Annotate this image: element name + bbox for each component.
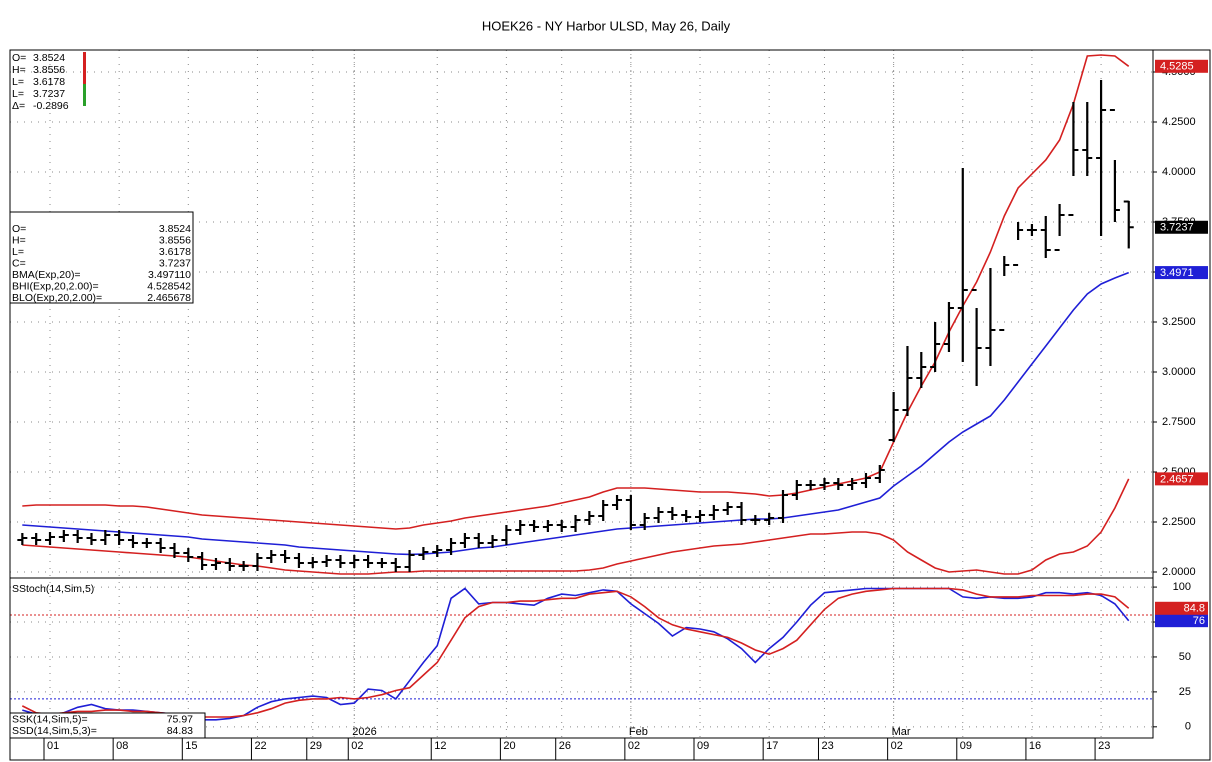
x-tick-label: 02 <box>891 740 903 752</box>
info-label: C= <box>12 257 26 269</box>
x-tick-label: 09 <box>697 740 709 752</box>
y-tick-label: 25 <box>1179 686 1191 698</box>
series-line <box>22 271 1129 556</box>
value-box <box>1155 614 1208 628</box>
x-tick-label: 23 <box>1098 740 1110 752</box>
overlay-layer: 3.4971 4.5285 2.4657 3.7237 O= 3.8524 H= 3.8556… <box>9 52 1208 739</box>
y-tick-label: 4.0000 <box>1162 166 1196 178</box>
value-box-label: 76 <box>1193 615 1205 627</box>
y-tick-label: 100 <box>1173 581 1191 593</box>
info-value: 4.528542 <box>147 280 191 292</box>
x-tick-label: 09 <box>960 740 972 752</box>
info-label: H= <box>12 234 26 246</box>
x-tick-label: 22 <box>254 740 266 752</box>
period-label: Mar <box>892 726 911 738</box>
period-label: Feb <box>629 726 648 738</box>
info-label: L= <box>12 76 24 88</box>
x-tick-label: 26 <box>559 740 571 752</box>
x-tick-label: 01 <box>47 740 59 752</box>
range-bar-green <box>83 84 86 106</box>
period-label: 2026 <box>352 726 376 738</box>
info-label: O= <box>12 52 26 64</box>
y-tick-label: 2.2500 <box>1162 516 1196 528</box>
y-tick-label: 0 <box>1185 721 1191 733</box>
info-value: 3.8556 <box>33 64 65 76</box>
x-tick-label: 15 <box>185 740 197 752</box>
series-line <box>22 478 1130 575</box>
info-value: 3.6178 <box>159 246 191 258</box>
x-tick-label: 12 <box>434 740 446 752</box>
value-box-label: 4.5285 <box>1160 61 1194 73</box>
y-tick-label: 3.2500 <box>1162 316 1196 328</box>
info-label: BMA(Exp,20)= <box>12 269 81 281</box>
legend-value: 75.97 <box>167 713 193 725</box>
info-value: 3.497110 <box>148 269 191 281</box>
x-tick-label: 02 <box>628 740 640 752</box>
value-box-label: 3.4971 <box>1160 267 1194 279</box>
info-value: 3.8524 <box>33 52 65 64</box>
series-line <box>21 587 1130 718</box>
info-label: BLO(Exp,20,2.00)= <box>12 292 102 304</box>
value-box <box>1155 266 1208 280</box>
info-label: BHI(Exp,20,2.00)= <box>12 280 99 292</box>
y-tick-label: 3.0000 <box>1162 366 1196 378</box>
info-label: Δ= <box>12 100 25 112</box>
legend-label: SSD(14,Sim,5,3)= <box>12 725 97 737</box>
info-label: L= <box>12 246 24 258</box>
y-tick-label: 2.7500 <box>1162 416 1196 428</box>
x-tick-label: 29 <box>310 740 322 752</box>
info-value: 3.7237 <box>33 88 65 100</box>
value-box <box>1155 220 1208 234</box>
info-value: 3.7237 <box>159 257 191 269</box>
x-tick-label: 08 <box>116 740 128 752</box>
value-box-label: 2.4657 <box>1160 473 1194 485</box>
info-value: 3.8524 <box>159 223 191 235</box>
panel-title: SStoch(14,Sim,5) <box>12 583 94 595</box>
legend-box <box>9 712 206 739</box>
value-box-label: 3.7237 <box>1160 222 1194 234</box>
legend-value: 84.83 <box>167 725 193 737</box>
x-tick-label: 02 <box>351 740 363 752</box>
legend-label: SSK(14,Sim,5)= <box>12 713 88 725</box>
info-value: -0.2896 <box>33 100 69 112</box>
range-bar-red <box>83 52 86 84</box>
info-label: O= <box>12 223 26 235</box>
info-value: 2.465678 <box>147 292 191 304</box>
y-tick-label: 50 <box>1179 651 1191 663</box>
x-tick-label: 16 <box>1029 740 1041 752</box>
value-box-label: 84.8 <box>1184 603 1205 615</box>
info-label: L= <box>12 88 24 100</box>
x-tick-label: 17 <box>766 740 778 752</box>
value-box <box>1155 601 1208 615</box>
series-line <box>22 54 1130 530</box>
chart-title: HOEK26 - NY Harbor ULSD, May 26, Daily <box>482 18 731 33</box>
value-box <box>1155 59 1208 73</box>
info-value: 3.8556 <box>159 234 191 246</box>
y-tick-label: 2.0000 <box>1162 566 1196 578</box>
x-tick-label: 20 <box>503 740 515 752</box>
outer-frame <box>9 49 1211 761</box>
value-box <box>1155 472 1208 486</box>
info-label: H= <box>12 64 26 76</box>
marks-layer <box>17 54 1134 721</box>
info-value: 3.6178 <box>33 76 65 88</box>
x-tick-label: 23 <box>821 740 833 752</box>
y-tick-label: 4.2500 <box>1162 116 1196 128</box>
